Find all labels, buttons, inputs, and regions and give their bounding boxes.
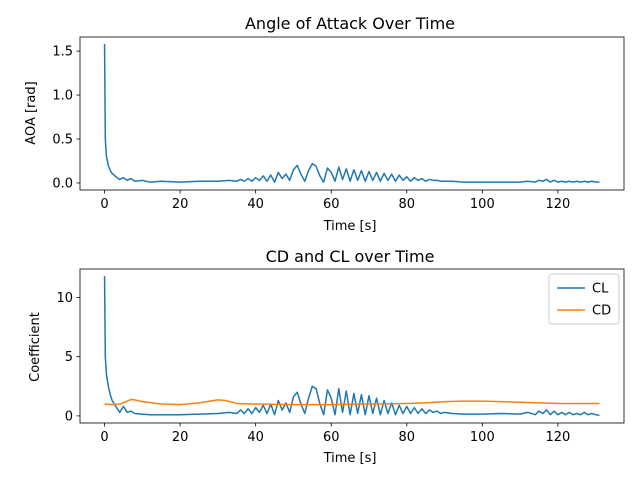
aoa-x-axis-label: Time [s] <box>323 219 377 234</box>
aoa-plot-area: 0 20 40 60 80 100 120 0.0 0.5 1.0 1.5 <box>52 36 625 212</box>
cl-series-line <box>103 276 600 417</box>
aoa-x-tick-label: 120 <box>545 197 570 212</box>
cd-series-line <box>104 398 600 406</box>
aoa-y-tick-label: 0.5 <box>52 133 73 148</box>
coefficient-axes: CD and CL over Time 0 20 40 60 80 100 120 0 5 10 C… <box>28 247 625 466</box>
aoa-x-tick-label: 60 <box>323 197 340 212</box>
coefficient-x-tick-label: 80 <box>399 430 416 445</box>
coefficient-x-axis-label: Time [s] <box>323 451 377 466</box>
coefficient-x-tick-label: 120 <box>545 430 570 445</box>
coefficient-x-tick-label: 20 <box>172 430 189 445</box>
aoa-x-tick-label: 0 <box>100 197 108 212</box>
aoa-y-axis-label: AOA [rad] <box>24 81 39 144</box>
coefficient-x-tick-label: 40 <box>247 430 264 445</box>
aoa-x-tick-label: 80 <box>399 197 416 212</box>
coefficient-x-tick-label: 0 <box>100 430 108 445</box>
coefficient-axes-frame <box>79 268 625 424</box>
aoa-chart-title: Angle of Attack Over Time <box>245 14 455 33</box>
coefficient-x-tick-label: 100 <box>470 430 495 445</box>
aoa-x-tick-label: 20 <box>172 197 189 212</box>
coefficient-y-tick-label: 10 <box>56 291 73 306</box>
coefficient-y-tick-label: 5 <box>65 350 73 365</box>
coefficient-chart-title: CD and CL over Time <box>266 247 435 266</box>
coefficient-x-tick-label: 60 <box>323 430 340 445</box>
coefficient-y-tick-label: 0 <box>65 409 73 424</box>
aoa-series-line <box>103 44 600 183</box>
aoa-y-tick-label: 1.5 <box>52 45 73 60</box>
coefficient-y-axis-label: Coefficient <box>28 312 43 382</box>
coefficient-plot-area: 0 20 40 60 80 100 120 0 5 10 CL CD <box>56 268 625 445</box>
aoa-x-tick-label: 100 <box>470 197 495 212</box>
aoa-y-tick-label: 0.0 <box>52 176 73 191</box>
legend-label-cd: CD <box>592 304 611 319</box>
legend-label-cl: CL <box>592 282 609 297</box>
aoa-y-tick-label: 1.0 <box>52 89 73 104</box>
legend-box <box>548 273 620 325</box>
aoa-axes-frame <box>79 36 625 191</box>
coefficient-legend: CL CD <box>548 273 620 325</box>
aoa-x-tick-label: 40 <box>247 197 264 212</box>
aoa-axes: Angle of Attack Over Time 0 20 40 60 80 100 12… <box>24 14 625 234</box>
